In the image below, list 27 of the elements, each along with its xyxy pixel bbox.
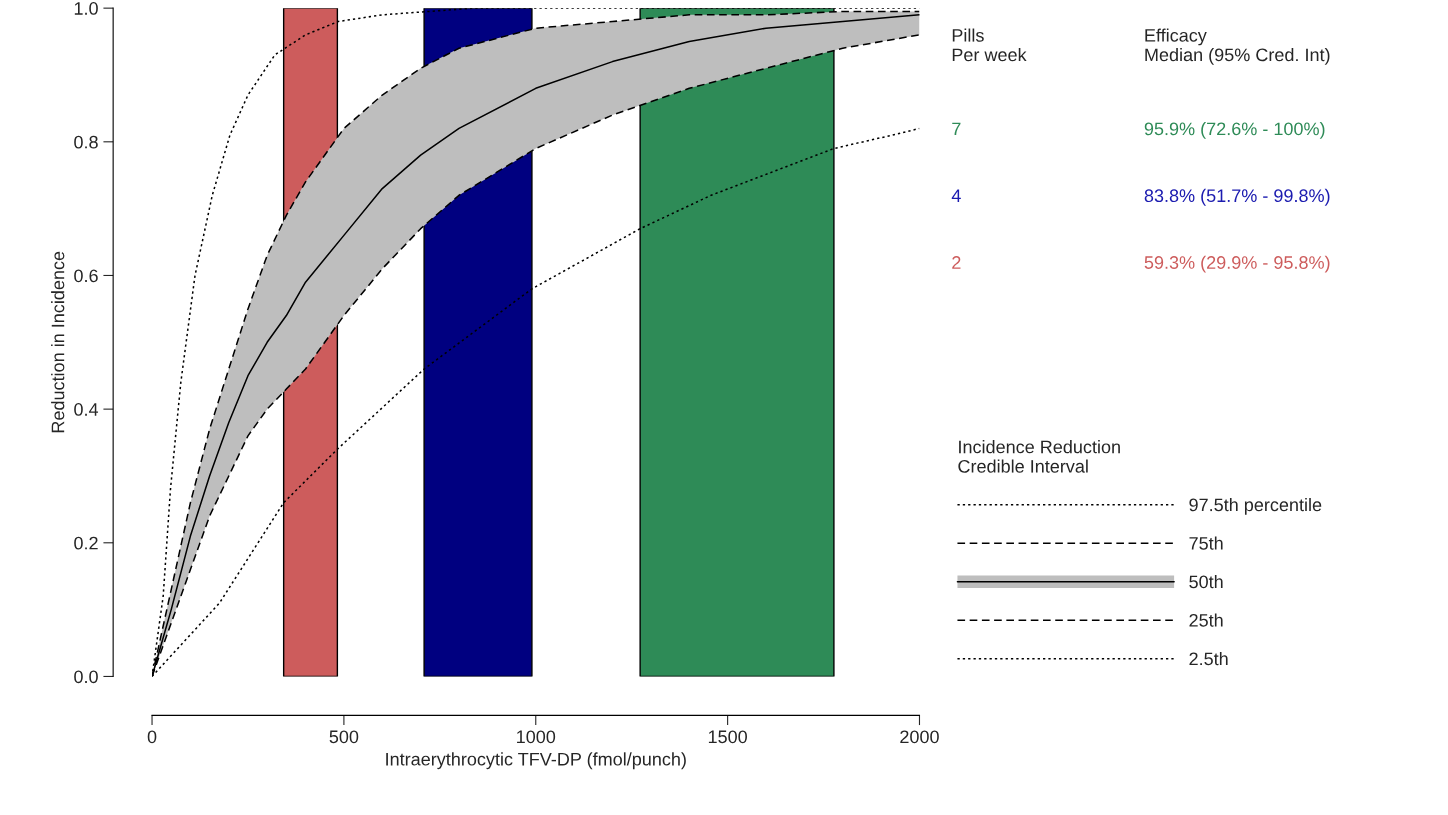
x-tick-label: 1000 [517,730,556,744]
text: 2.5th [1189,651,1228,666]
text: 2 [952,256,961,269]
y-tick-label: 0.4 [74,403,99,416]
y-axis-title: Reduction in Incidence [51,251,65,433]
text: 25th [1189,613,1223,627]
text: 75th [1189,536,1223,550]
text: 4 [951,189,961,202]
text: 83.8% (51.7% - 99.8%) [1144,188,1330,206]
legend-title: Incidence Reduction Credible Interval [958,440,1120,473]
y-tick-label: 0.2 [74,536,98,550]
x-tick-label: 1500 [708,730,747,744]
text: 95.9% (72.6% - 100%) [1144,121,1325,139]
text: 7 [952,122,961,136]
text: Efficacy Median (95% Cred. Int) [1145,28,1330,65]
text: 97.5th percentile [1189,498,1322,515]
y-tick-label: 0.6 [74,269,98,283]
x-tick-label: 0 [147,730,157,744]
x-tick-label: 500 [329,730,359,744]
y-tick-label: 1.0 [74,2,98,15]
x-axis-title: Intraerythrocytic TFV-DP (fmol/punch) [386,752,686,770]
text: Pills Per week [952,28,1027,62]
text: 50th [1189,574,1223,589]
text: 59.3% (29.9% - 95.8%) [1144,255,1330,273]
x-tick-label: 2000 [900,730,939,744]
y-tick-label: 0.0 [74,670,98,684]
y-tick-label: 0.8 [74,135,98,149]
